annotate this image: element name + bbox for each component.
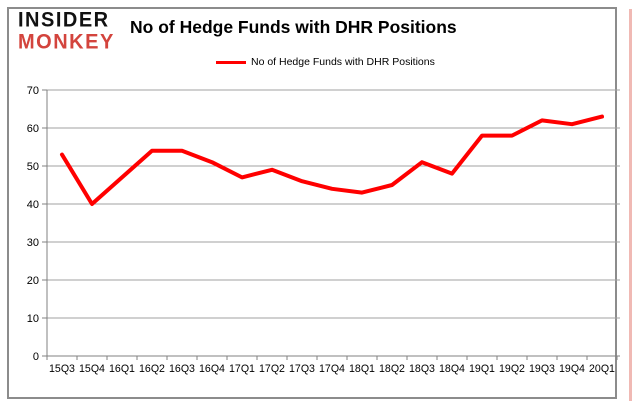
chart-title: No of Hedge Funds with DHR Positions: [130, 17, 457, 37]
x-axis-tick-label: 15Q3: [49, 363, 75, 375]
x-axis-tick-label: 18Q1: [349, 363, 375, 375]
x-axis-tick-label: 16Q4: [199, 363, 225, 375]
x-axis-tick-label: 15Q4: [79, 363, 105, 375]
x-axis-tick-label: 19Q4: [559, 363, 585, 375]
legend-label: No of Hedge Funds with DHR Positions: [251, 56, 435, 68]
legend: No of Hedge Funds with DHR Positions: [216, 56, 435, 68]
pink-edge-decoration: [629, 9, 632, 401]
insider-monkey-logo: INSIDER MONKEY: [18, 8, 115, 54]
data-series-line: [60, 114, 604, 206]
x-axis-tick-label: 16Q1: [109, 363, 135, 375]
chart-frame: [7, 7, 617, 399]
y-axis-tick-label: 0: [33, 351, 39, 363]
x-axis-tick-label: 19Q3: [529, 363, 555, 375]
x-axis-tick-label: 17Q3: [289, 363, 315, 375]
x-axis-tick-label: 17Q4: [319, 363, 345, 375]
x-axis-tick-label: 17Q2: [259, 363, 285, 375]
x-axis-tick-label: 17Q1: [229, 363, 255, 375]
y-axis-tick-label: 60: [27, 123, 39, 135]
x-axis-tick-label: 16Q2: [139, 363, 165, 375]
x-axis-tick-label: 16Q3: [169, 363, 195, 375]
y-axis-tick-label: 50: [27, 161, 39, 173]
y-axis-tick-label: 70: [27, 85, 39, 97]
x-axis-tick-label: 18Q2: [379, 363, 405, 375]
x-axis-tick-label: 18Q3: [409, 363, 435, 375]
x-axis-tick-label: 19Q2: [499, 363, 525, 375]
x-axis-tick-label: 19Q1: [469, 363, 495, 375]
y-axis-tick-label: 30: [27, 237, 39, 249]
y-axis-tick-label: 20: [27, 275, 39, 287]
y-axis-tick-label: 40: [27, 199, 39, 211]
x-axis-tick-label: 18Q4: [439, 363, 465, 375]
legend-line-swatch: [216, 60, 246, 64]
x-axis-tick-label: 20Q1: [589, 363, 615, 375]
logo-monkey-text: MONKEY: [18, 30, 115, 54]
logo-insider-text: INSIDER: [18, 8, 110, 32]
y-axis-tick-label: 10: [27, 313, 39, 325]
